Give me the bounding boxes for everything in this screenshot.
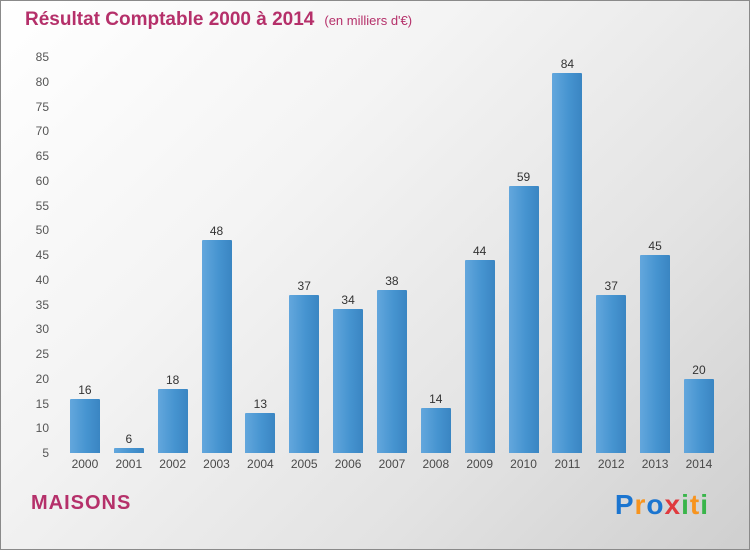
bar-cell: 20 bbox=[683, 57, 714, 453]
proxiti-logo: Proxiti bbox=[615, 489, 709, 521]
x-tick-label: 2006 bbox=[334, 457, 362, 471]
x-tick-label: 2010 bbox=[510, 457, 537, 471]
bar-value-label: 59 bbox=[516, 169, 531, 184]
company-name: MAISONS bbox=[31, 492, 132, 514]
x-tick-label: 2002 bbox=[159, 457, 186, 471]
bar-cell: 6 bbox=[113, 57, 144, 453]
y-tick-label: 60 bbox=[35, 173, 49, 188]
bar-value-label: 34 bbox=[341, 293, 355, 308]
x-tick-label: 2014 bbox=[685, 457, 713, 471]
bar-cell: 45 bbox=[640, 57, 671, 453]
x-tick-label: 2001 bbox=[115, 457, 143, 471]
bar-cell: 44 bbox=[464, 57, 495, 453]
bar bbox=[245, 413, 276, 453]
bar bbox=[552, 73, 583, 453]
brand-letter: x bbox=[664, 489, 682, 520]
bar-cell: 14 bbox=[420, 57, 451, 453]
x-tick-label: 2003 bbox=[203, 457, 230, 471]
y-tick-label: 80 bbox=[35, 74, 49, 89]
bar-value-label: 16 bbox=[78, 382, 92, 397]
chart-title: Résultat Comptable 2000 à 2014 bbox=[25, 9, 315, 30]
bar-cell: 34 bbox=[333, 57, 364, 453]
bar-value-label: 48 bbox=[209, 224, 224, 239]
chart-header: Résultat Comptable 2000 à 2014 (en milli… bbox=[25, 9, 739, 31]
bar bbox=[640, 255, 671, 453]
bar-value-label: 6 bbox=[125, 432, 133, 447]
bar-cell: 59 bbox=[508, 57, 539, 453]
x-tick-label: 2009 bbox=[466, 457, 494, 471]
bar-cell: 38 bbox=[376, 57, 407, 453]
bar-cell: 37 bbox=[596, 57, 627, 453]
brand-letter: t bbox=[689, 489, 701, 520]
y-tick-label: 30 bbox=[35, 322, 49, 337]
bar-value-label: 45 bbox=[648, 239, 662, 253]
bar bbox=[69, 398, 100, 453]
bar bbox=[201, 240, 232, 453]
y-axis: 5 10 15 20 25 30 35 40 45 50 55 60 65 70 75 80 85 bbox=[1, 50, 57, 460]
y-tick-label: 75 bbox=[35, 99, 49, 114]
bar bbox=[376, 289, 407, 453]
bar-cell: 37 bbox=[289, 57, 320, 453]
bar bbox=[596, 294, 627, 453]
bar bbox=[113, 448, 144, 453]
y-tick-label: 35 bbox=[35, 297, 49, 312]
bar-cell: 48 bbox=[201, 57, 232, 453]
brand-letter: o bbox=[646, 489, 665, 520]
y-tick-label: 25 bbox=[35, 347, 49, 361]
bar bbox=[464, 259, 495, 453]
y-tick-label: 40 bbox=[35, 272, 49, 287]
bar-value-label: 44 bbox=[472, 243, 487, 258]
plot-area: 16 6 18 48 13 37 34 38 14 44 59 84 37 45 20 bbox=[63, 57, 721, 453]
bar-value-label: 13 bbox=[253, 397, 268, 412]
y-tick-label: 85 bbox=[35, 50, 49, 64]
bar bbox=[683, 378, 714, 453]
bar bbox=[508, 185, 539, 453]
x-tick-label: 2007 bbox=[378, 457, 406, 471]
x-tick-label: 2013 bbox=[641, 457, 669, 471]
bar bbox=[420, 408, 451, 453]
brand-letter: r bbox=[634, 489, 647, 520]
bar-value-label: 84 bbox=[560, 57, 575, 71]
bar-cell: 16 bbox=[69, 57, 100, 453]
bar-value-label: 14 bbox=[429, 392, 443, 407]
bar bbox=[289, 294, 320, 453]
chart-subtitle: (en milliers d'€) bbox=[324, 13, 413, 28]
bar-value-label: 37 bbox=[604, 278, 618, 293]
y-tick-label: 65 bbox=[35, 149, 49, 163]
bar-value-label: 20 bbox=[692, 362, 706, 377]
bar-cell: 18 bbox=[157, 57, 188, 453]
y-tick-label: 15 bbox=[35, 396, 49, 411]
x-axis: 2000 2001 2002 2003 2004 2005 2006 2007 2008 2009… bbox=[63, 457, 721, 473]
y-tick-label: 20 bbox=[35, 371, 49, 386]
x-tick-label: 2004 bbox=[247, 457, 274, 471]
brand-letter: i bbox=[700, 489, 709, 520]
bar-cell: 84 bbox=[552, 57, 583, 453]
y-tick-label: 10 bbox=[35, 421, 49, 436]
x-tick-label: 2005 bbox=[290, 457, 318, 471]
brand-letter: i bbox=[681, 489, 690, 520]
bar-value-label: 18 bbox=[165, 372, 180, 387]
y-tick-label: 45 bbox=[35, 248, 49, 262]
bar bbox=[333, 309, 364, 453]
y-tick-label: 55 bbox=[35, 198, 49, 213]
bar-value-label: 38 bbox=[385, 273, 399, 288]
brand-letter: P bbox=[614, 489, 635, 520]
y-tick-label: 5 bbox=[42, 446, 49, 460]
x-tick-label: 2008 bbox=[422, 457, 450, 471]
bar-cell: 13 bbox=[245, 57, 276, 453]
y-tick-label: 70 bbox=[35, 124, 49, 139]
bars-container: 16 6 18 48 13 37 34 38 14 44 59 84 37 45 20 bbox=[63, 57, 721, 453]
bar bbox=[157, 388, 188, 453]
x-tick-label: 2000 bbox=[71, 457, 99, 471]
x-tick-label: 2011 bbox=[554, 457, 581, 471]
x-tick-label: 2012 bbox=[597, 457, 625, 471]
y-tick-label: 50 bbox=[35, 223, 49, 238]
bar-value-label: 37 bbox=[297, 278, 311, 293]
